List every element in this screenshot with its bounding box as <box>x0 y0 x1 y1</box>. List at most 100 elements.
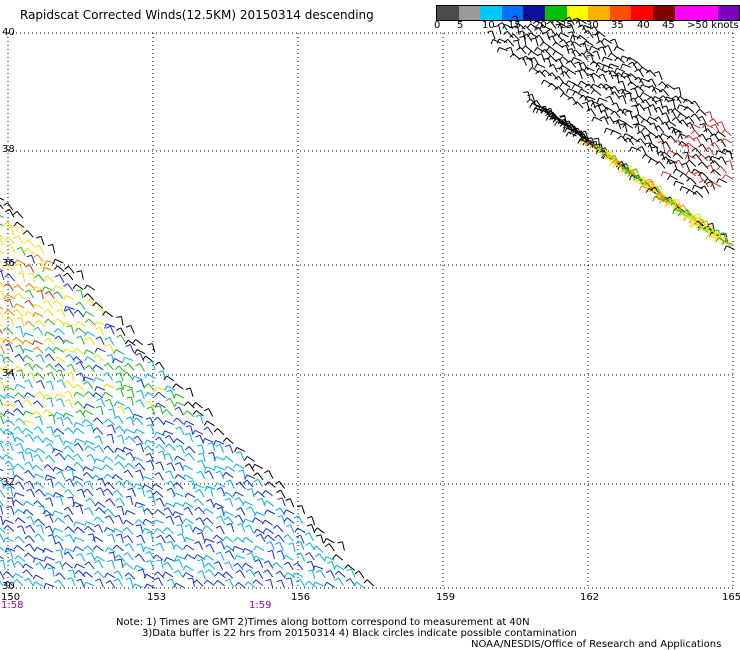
wind-barb-feather <box>34 518 39 523</box>
wind-barb <box>294 572 304 578</box>
wind-barb <box>71 372 75 382</box>
wind-barb <box>20 226 25 236</box>
wind-barb-feather <box>253 472 258 477</box>
wind-barb <box>239 481 246 490</box>
wind-barb <box>156 490 164 498</box>
wind-barb-feather <box>607 52 612 58</box>
wind-barb-feather <box>4 547 8 553</box>
wind-barb <box>188 446 196 454</box>
wind-barb-feather <box>613 120 619 123</box>
wind-barb-feather <box>533 47 538 52</box>
wind-barb <box>88 318 96 326</box>
wind-barb <box>67 526 75 534</box>
wind-barb <box>534 107 544 112</box>
lon-label-165: 165 <box>722 592 740 603</box>
wind-barb-feather <box>145 417 151 420</box>
wind-barb-feather <box>591 140 597 144</box>
wind-barb <box>638 95 645 104</box>
wind-barb <box>654 189 662 197</box>
wind-barb <box>236 555 245 560</box>
wind-barb <box>136 501 146 506</box>
wind-barb <box>674 199 677 209</box>
wind-barb <box>668 120 677 127</box>
wind-barb <box>5 519 14 525</box>
wind-barb <box>55 346 64 353</box>
wind-barb <box>109 399 114 408</box>
wind-barb <box>701 171 709 179</box>
wind-barb-feather <box>122 385 125 391</box>
wind-barb <box>236 537 245 544</box>
wind-barb-feather <box>295 541 301 544</box>
wind-barb-feather <box>184 432 190 436</box>
wind-barb-feather <box>4 309 9 315</box>
wind-barb <box>650 96 658 105</box>
wind-barb <box>37 254 44 262</box>
wind-barb-feather <box>32 340 36 346</box>
wind-barb-feather <box>143 445 149 450</box>
wind-barb-feather <box>65 478 71 482</box>
wind-barb-feather <box>63 551 69 556</box>
wind-barb-feather <box>596 146 602 149</box>
wind-barb <box>536 100 543 109</box>
wind-barb <box>269 579 274 589</box>
wind-barb <box>215 440 225 445</box>
wind-barb <box>582 61 589 71</box>
wind-barb <box>26 569 33 578</box>
wind-barb <box>18 399 24 409</box>
wind-barb <box>643 118 652 125</box>
wind-barb <box>100 398 106 407</box>
wind-barb-feather <box>233 463 237 469</box>
wind-barb <box>238 514 244 524</box>
wind-barb-feather <box>47 244 53 247</box>
wind-barb-feather <box>62 440 66 446</box>
wind-barb-feather <box>53 285 56 291</box>
wind-barb-feather <box>5 317 11 320</box>
wind-barb <box>96 516 105 524</box>
wind-barb-feather <box>0 381 3 383</box>
wind-barb <box>215 502 224 508</box>
wind-barb <box>10 487 14 497</box>
wind-barb <box>230 523 235 533</box>
wind-barb <box>78 570 86 578</box>
wind-barb-feather <box>529 56 535 61</box>
wind-barb-feather <box>73 521 76 527</box>
wind-barb-feather <box>55 572 60 577</box>
wind-barb <box>285 555 294 561</box>
wind-barb <box>229 578 234 588</box>
wind-barb-feather <box>205 486 211 489</box>
wind-barb <box>0 527 6 534</box>
wind-barb <box>689 159 697 167</box>
wind-barb <box>498 38 508 44</box>
wind-barb <box>127 535 134 544</box>
wind-barb <box>5 356 14 364</box>
wind-barb-feather <box>24 289 30 293</box>
wind-barb-feather <box>154 509 158 514</box>
wind-barb-feather <box>545 115 549 121</box>
wind-barb <box>65 440 74 445</box>
wind-barb <box>0 455 5 461</box>
wind-barb <box>35 557 44 562</box>
wind-barb <box>219 444 225 453</box>
wind-barb-feather <box>15 344 21 348</box>
wind-barb <box>347 564 356 571</box>
wind-barb <box>326 537 335 544</box>
wind-barb <box>116 401 125 407</box>
wind-barb-feather <box>54 541 60 545</box>
wind-barb-feather <box>651 87 656 92</box>
wind-barb-feather <box>295 552 301 556</box>
wind-barb-feather <box>539 41 544 47</box>
wind-barb-feather <box>163 507 169 511</box>
wind-barb-feather <box>660 151 665 157</box>
wind-barb <box>675 168 684 174</box>
wind-barb-feather <box>523 91 529 94</box>
wind-barb-feather <box>565 80 569 86</box>
wind-barb <box>229 550 235 559</box>
wind-barb <box>134 456 144 462</box>
wind-barb-feather <box>181 465 186 470</box>
wind-barb-feather <box>661 156 667 161</box>
wind-barb-feather <box>135 443 142 446</box>
wind-barb-feather <box>195 434 201 438</box>
wind-barb-feather <box>0 559 4 562</box>
wind-barb <box>9 343 14 353</box>
wind-barb-feather <box>25 451 31 455</box>
